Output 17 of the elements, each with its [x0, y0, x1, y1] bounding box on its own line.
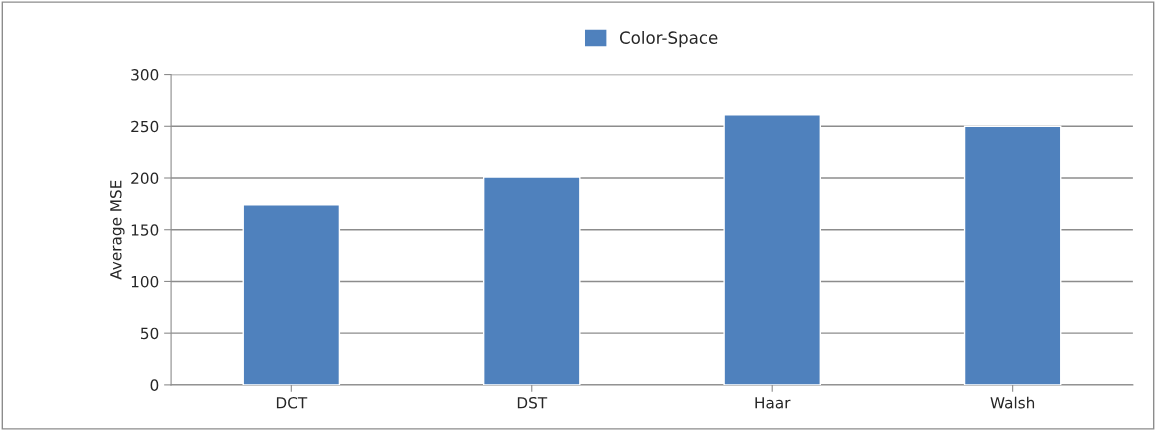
- bar: [723, 114, 821, 385]
- y-tick-label: 0: [150, 379, 159, 391]
- x-tick-label: DST: [517, 396, 548, 409]
- y-tick-label: 100: [131, 275, 159, 288]
- y-tick-label: 300: [131, 69, 159, 81]
- y-tick-label: 50: [141, 327, 159, 340]
- y-tick-label: 150: [131, 224, 159, 236]
- y-tick-label: 200: [131, 172, 159, 185]
- x-tick-label: Walsh: [990, 396, 1035, 409]
- legend-label: Color-Space: [619, 31, 718, 48]
- bar: [242, 204, 341, 385]
- y-axis-title: Average MSE: [110, 180, 125, 280]
- x-tick-label: Haar: [755, 397, 791, 409]
- bar: [482, 176, 581, 385]
- y-tick-label: 250: [131, 120, 159, 133]
- bar: [963, 125, 1062, 385]
- x-tick-label: DCT: [276, 396, 308, 409]
